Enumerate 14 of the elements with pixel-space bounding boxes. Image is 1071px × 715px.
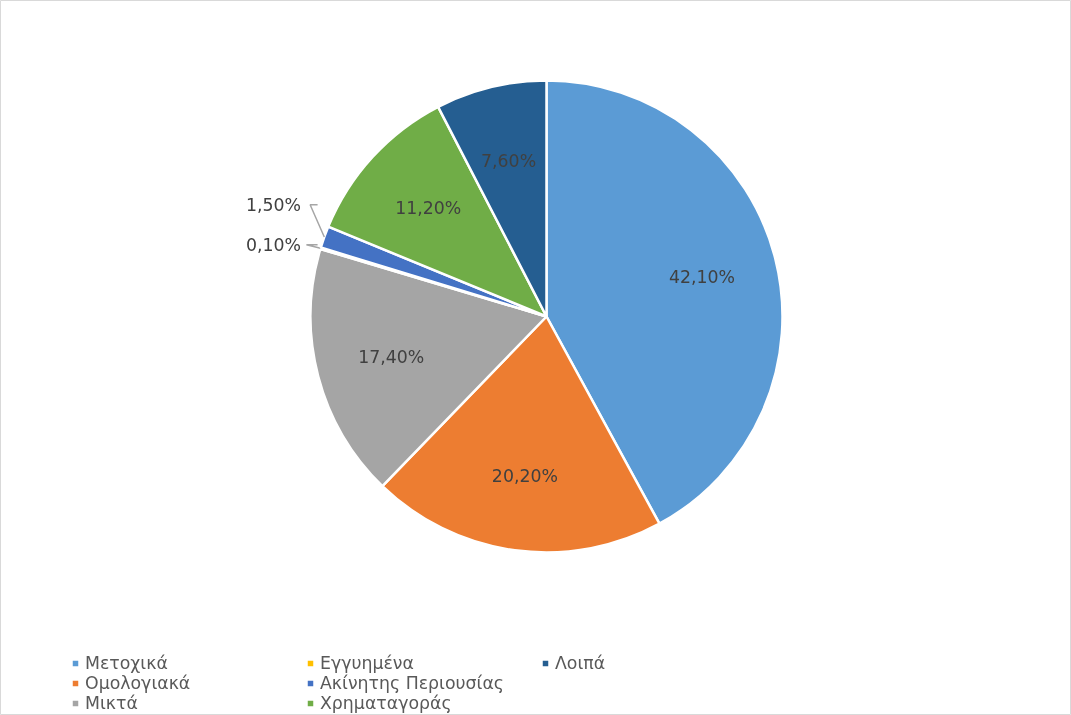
data-label: 11,20% (395, 198, 462, 219)
legend-label: Ακίνητης Περιουσίας (320, 673, 505, 693)
legend-label: Εγγυημένα (320, 653, 415, 673)
legend-label: Χρηματαγοράς (320, 693, 453, 713)
data-label: 7,60% (481, 150, 537, 171)
data-label: 20,20% (491, 465, 558, 486)
legend-label: Μικτά (85, 693, 139, 713)
data-label: 1,50% (246, 194, 302, 215)
data-label: 42,10% (668, 266, 736, 287)
legend-label: Ομολογιακά (85, 673, 192, 693)
legend-label: Μετοχικά (85, 653, 169, 673)
legend-label: Λοιπά (555, 653, 607, 673)
data-label: 17,40% (358, 347, 425, 368)
data-label: 0,10% (246, 234, 302, 255)
